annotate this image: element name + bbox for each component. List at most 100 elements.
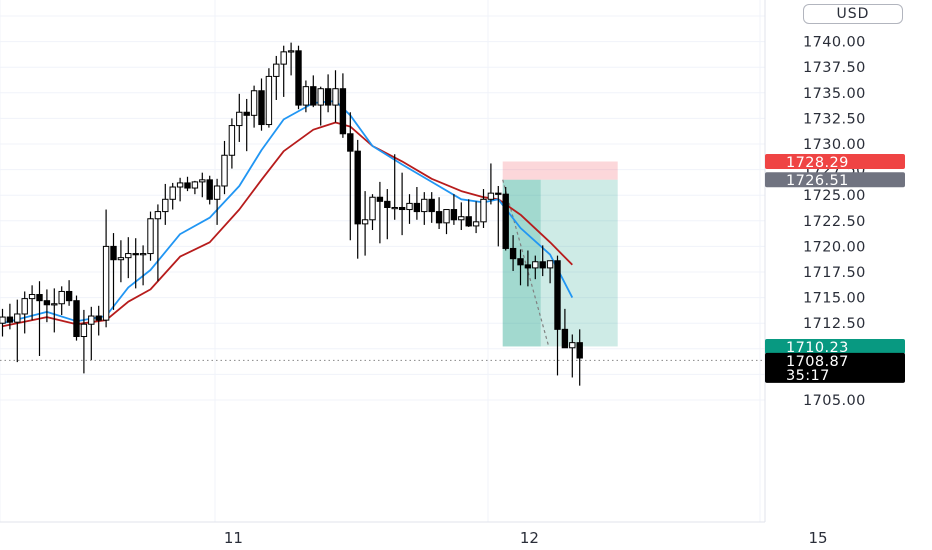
candle[interactable] [421, 198, 428, 213]
price-tick-label: 1732.50 [803, 111, 866, 127]
candle[interactable] [21, 298, 28, 315]
candle[interactable] [14, 313, 21, 323]
stop-price-badge-text: 1728.29 [786, 155, 849, 171]
price-tick-label: 1722.50 [803, 214, 866, 230]
candle[interactable] [576, 342, 583, 359]
currency-button[interactable]: USD [803, 4, 903, 24]
price-tick-label: 1740.00 [803, 35, 866, 51]
price-tick-label: 1712.50 [803, 316, 866, 332]
candle[interactable] [428, 198, 435, 213]
stop-price-badge[interactable] [765, 154, 905, 170]
candle[interactable] [361, 219, 369, 225]
candle[interactable] [191, 181, 199, 189]
last-price-badge-countdown: 35:17 [786, 368, 830, 384]
candle[interactable] [369, 196, 376, 221]
candle[interactable] [199, 179, 206, 183]
candle[interactable] [221, 154, 228, 187]
price-tick-label: 1720.00 [803, 239, 866, 255]
candle[interactable] [147, 218, 154, 255]
candle[interactable] [310, 86, 317, 106]
candle[interactable] [154, 211, 162, 220]
candle[interactable] [539, 261, 546, 269]
candle[interactable] [480, 198, 487, 223]
candle[interactable] [413, 202, 421, 213]
candle[interactable] [332, 88, 339, 106]
candle[interactable] [487, 192, 495, 200]
candle[interactable] [43, 300, 51, 306]
candle[interactable] [524, 264, 532, 269]
candle[interactable] [65, 290, 73, 302]
candle[interactable] [302, 86, 310, 106]
candle[interactable] [376, 196, 384, 202]
entry-price-badge-text: 1726.51 [786, 173, 849, 189]
candle[interactable] [532, 261, 539, 269]
candle[interactable] [28, 294, 36, 300]
candle[interactable] [73, 300, 80, 338]
candle[interactable] [458, 216, 465, 221]
candle[interactable] [295, 50, 302, 106]
candle[interactable] [495, 192, 502, 195]
last-price-badge[interactable] [765, 352, 905, 383]
candle[interactable] [80, 323, 88, 338]
candle[interactable] [347, 133, 354, 152]
candle[interactable] [58, 290, 65, 305]
candle[interactable] [450, 209, 458, 221]
candle[interactable] [117, 257, 125, 261]
candle[interactable] [324, 88, 332, 106]
candle[interactable] [391, 206, 398, 210]
price-tick-label: 1735.00 [803, 86, 866, 102]
candle[interactable] [6, 316, 14, 323]
candle[interactable] [472, 221, 480, 227]
candle[interactable] [132, 253, 139, 256]
candle[interactable] [95, 315, 102, 321]
candle[interactable] [162, 198, 169, 213]
candle[interactable] [243, 111, 250, 116]
candle[interactable] [0, 316, 6, 324]
candle[interactable] [110, 245, 117, 261]
candle[interactable] [273, 63, 280, 77]
candle[interactable] [236, 111, 243, 127]
candle[interactable] [554, 260, 561, 330]
stop-loss-zone[interactable] [502, 161, 618, 180]
candle[interactable] [280, 51, 287, 65]
candle[interactable] [265, 75, 273, 126]
candle[interactable] [561, 328, 569, 349]
candle[interactable] [213, 185, 221, 200]
candle[interactable] [435, 211, 443, 224]
candle[interactable] [443, 209, 450, 224]
price-tick-label: 1725.00 [803, 188, 866, 204]
candle[interactable] [102, 245, 110, 321]
ema-fast-line [2, 100, 574, 325]
candle[interactable] [406, 202, 413, 211]
candle[interactable] [184, 182, 191, 189]
candle[interactable] [569, 342, 576, 349]
candle[interactable] [317, 88, 324, 106]
candle[interactable] [139, 253, 147, 256]
target-price-badge[interactable] [765, 338, 905, 354]
candle[interactable] [169, 186, 176, 200]
candle[interactable] [258, 90, 265, 126]
candle[interactable] [339, 88, 347, 135]
candle[interactable] [517, 258, 524, 266]
candle[interactable] [354, 150, 361, 225]
candle[interactable] [384, 200, 391, 208]
candle[interactable] [206, 179, 213, 200]
candle[interactable] [228, 125, 236, 156]
candle[interactable] [125, 253, 132, 259]
candle[interactable] [36, 294, 43, 302]
candle[interactable] [176, 182, 184, 188]
candle[interactable] [287, 50, 295, 53]
candle[interactable] [546, 260, 554, 269]
entry-price-badge[interactable] [765, 172, 905, 188]
candle[interactable] [509, 247, 517, 260]
candle[interactable] [398, 206, 406, 211]
candle[interactable] [250, 90, 258, 116]
target-price-badge-text: 1710.23 [786, 340, 849, 356]
ema-slow-line [2, 121, 573, 328]
candle[interactable] [51, 303, 58, 306]
candle[interactable] [465, 216, 472, 227]
candle[interactable] [88, 315, 95, 325]
candle[interactable] [502, 193, 509, 249]
